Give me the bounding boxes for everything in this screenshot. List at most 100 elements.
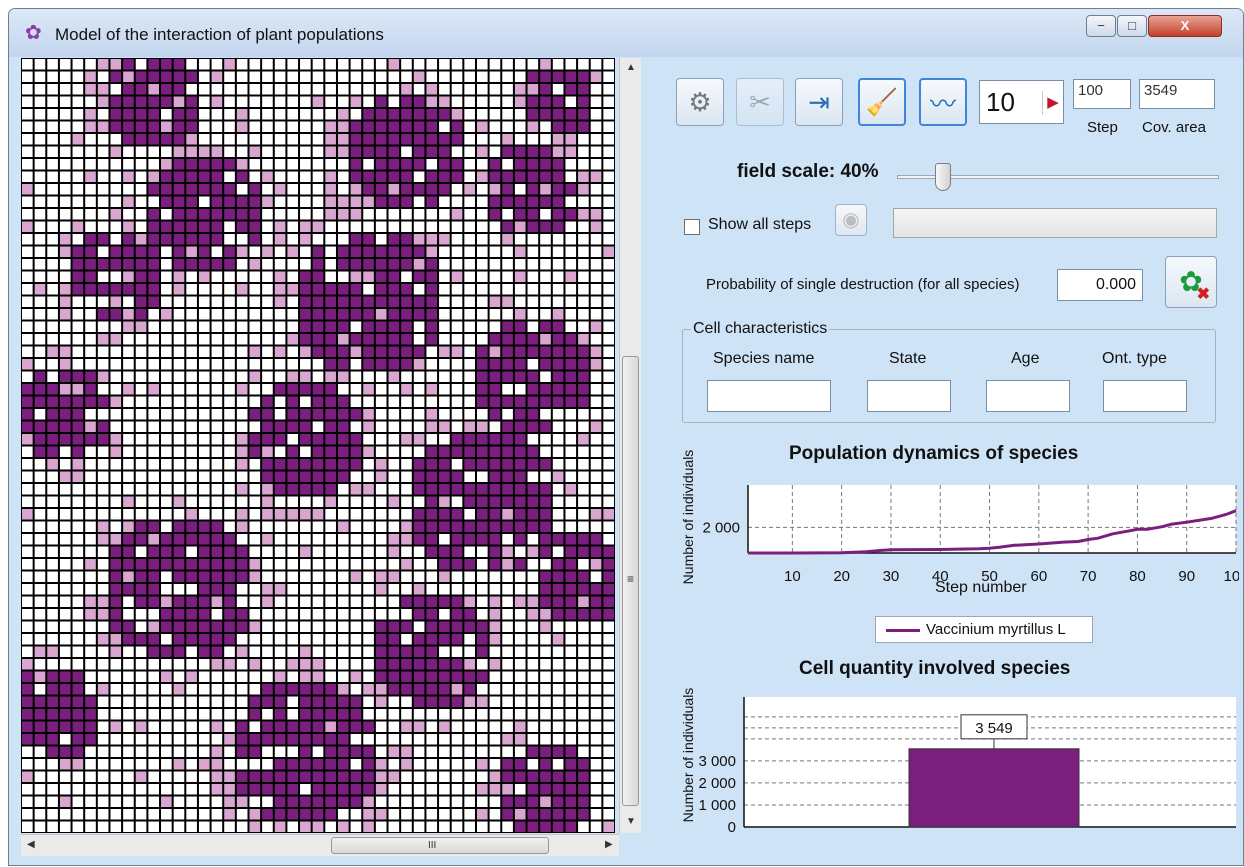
field-cell[interactable] [236,784,248,795]
field-cell[interactable] [363,534,374,545]
field-cell[interactable] [451,509,463,520]
field-cell[interactable] [552,171,564,183]
field-cell[interactable] [578,284,589,295]
field-cell[interactable] [413,684,425,695]
field-cell[interactable] [110,571,122,583]
field-cell[interactable] [540,71,551,83]
field-cell[interactable] [451,521,463,533]
field-cell[interactable] [274,621,286,633]
field-cell[interactable] [413,171,425,183]
field-cell[interactable] [527,271,539,283]
field-cell[interactable] [413,209,425,220]
field-cell[interactable] [211,196,223,208]
field-cell[interactable] [502,721,513,733]
field-cell[interactable] [135,496,147,508]
field-cell[interactable] [262,346,273,358]
field-cell[interactable] [426,821,438,833]
field-cell[interactable] [527,96,539,108]
field-cell[interactable] [489,321,501,333]
field-cell[interactable] [514,709,526,720]
field-cell[interactable] [22,371,33,383]
field-cell[interactable] [59,59,71,70]
field-cell[interactable] [476,446,488,458]
field-cell[interactable] [388,334,400,345]
field-cell[interactable] [161,696,172,708]
field-cell[interactable] [476,371,488,383]
field-cell[interactable] [426,209,438,220]
field-cell[interactable] [565,484,577,495]
field-cell[interactable] [161,159,172,170]
field-cell[interactable] [527,396,539,408]
field-cell[interactable] [198,196,210,208]
field-cell[interactable] [451,359,463,370]
field-cell[interactable] [476,646,488,658]
field-cell[interactable] [350,746,362,758]
field-cell[interactable] [363,609,374,620]
field-cell[interactable] [350,209,362,220]
field-cell[interactable] [451,446,463,458]
field-cell[interactable] [148,109,160,120]
field-cell[interactable] [173,646,185,658]
field-cell[interactable] [514,71,526,83]
field-cell[interactable] [97,634,109,645]
field-cell[interactable] [173,734,185,745]
field-cell[interactable] [211,571,223,583]
field-cell[interactable] [173,746,185,758]
field-cell[interactable] [34,634,46,645]
field-cell[interactable] [236,696,248,708]
field-cell[interactable] [540,346,551,358]
field-cell[interactable] [552,246,564,258]
field-cell[interactable] [72,546,84,558]
field-cell[interactable] [363,659,374,670]
field-cell[interactable] [312,209,324,220]
field-cell[interactable] [476,496,488,508]
field-cell[interactable] [173,259,185,270]
field-cell[interactable] [236,309,248,320]
field-cell[interactable] [603,284,614,295]
field-cell[interactable] [325,71,336,83]
field-cell[interactable] [72,559,84,570]
field-cell[interactable] [287,384,299,395]
field-cell[interactable] [198,746,210,758]
field-cell[interactable] [198,759,210,770]
field-cell[interactable] [325,471,336,483]
field-cell[interactable] [527,696,539,708]
field-cell[interactable] [464,621,475,633]
field-cell[interactable] [350,784,362,795]
field-cell[interactable] [110,796,122,808]
field-cell[interactable] [148,234,160,245]
field-cell[interactable] [274,534,286,545]
field-cell[interactable] [47,134,58,145]
field-cell[interactable] [274,146,286,158]
field-cell[interactable] [85,609,96,620]
field-cell[interactable] [110,271,122,283]
field-cell[interactable] [325,434,336,445]
field-cell[interactable] [540,184,551,195]
field-cell[interactable] [110,559,122,570]
field-cell[interactable] [85,334,96,345]
field-cell[interactable] [401,459,412,470]
field-cell[interactable] [426,809,438,820]
field-cell[interactable] [148,534,160,545]
field-cell[interactable] [47,171,58,183]
field-cell[interactable] [59,784,71,795]
field-cell[interactable] [426,471,438,483]
field-cell[interactable] [262,734,273,745]
field-cell[interactable] [363,459,374,470]
field-cell[interactable] [287,546,299,558]
field-cell[interactable] [527,234,539,245]
field-cell[interactable] [34,234,46,245]
field-cell[interactable] [603,471,614,483]
field-cell[interactable] [439,109,450,120]
field-cell[interactable] [287,521,299,533]
field-cell[interactable] [148,459,160,470]
field-cell[interactable] [527,659,539,670]
field-cell[interactable] [451,559,463,570]
field-cell[interactable] [540,796,551,808]
scroll-up-arrow-icon[interactable]: ▲ [626,62,636,73]
field-cell[interactable] [413,221,425,233]
field-cell[interactable] [34,59,46,70]
field-cell[interactable] [34,546,46,558]
field-cell[interactable] [135,784,147,795]
field-cell[interactable] [287,59,299,70]
